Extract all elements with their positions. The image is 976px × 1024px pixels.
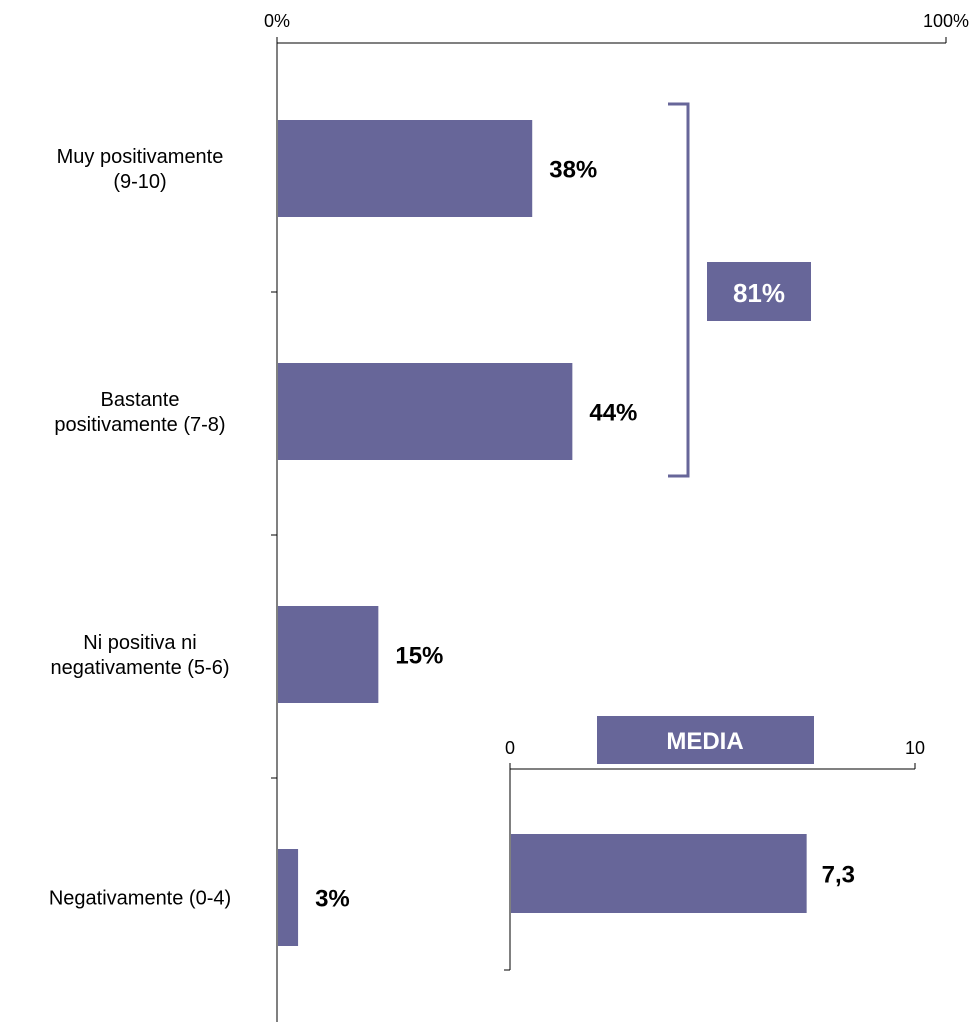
category-label-line: Bastante xyxy=(101,389,180,411)
category-label-line: Ni positiva ni xyxy=(83,632,196,654)
sum-bracket xyxy=(668,102,690,478)
bar xyxy=(278,606,379,703)
media-title: MEDIA xyxy=(666,728,743,755)
category-label-line: Muy positivamente xyxy=(57,146,224,168)
bar xyxy=(278,120,533,217)
category-label-line: positivamente (7-8) xyxy=(54,414,225,436)
category-label: Negativamente (0-4) xyxy=(49,888,231,910)
category-label-line: Negativamente (0-4) xyxy=(49,888,231,910)
main-chart: 0% 100% Muy positivamente (9-10) Bastante p… xyxy=(49,11,969,1022)
main-tick-label-max: 100% xyxy=(923,11,969,31)
bar xyxy=(278,363,573,460)
sum-badge-label: 81% xyxy=(733,278,785,308)
value-label: 38% xyxy=(549,157,597,184)
category-label-line: (9-10) xyxy=(113,171,166,193)
media-title-badge xyxy=(597,716,814,764)
category-label: Bastante positivamente (7-8) xyxy=(54,389,225,436)
bar xyxy=(278,849,299,946)
media-chart: MEDIA 0 10 7,3 xyxy=(504,716,925,971)
sum-badge xyxy=(707,262,811,321)
value-label: 15% xyxy=(395,643,443,670)
category-label-line: negativamente (5-6) xyxy=(51,657,230,679)
media-tick-label-min: 0 xyxy=(505,738,515,758)
media-tick-label-max: 10 xyxy=(905,738,925,758)
main-tick-label-min: 0% xyxy=(264,11,290,31)
category-label: Muy positivamente (9-10) xyxy=(57,146,224,193)
value-label: 44% xyxy=(589,400,637,427)
media-bar xyxy=(511,834,807,913)
media-value-label: 7,3 xyxy=(822,862,855,889)
category-label: Ni positiva ni negativamente (5-6) xyxy=(51,632,230,679)
value-label: 3% xyxy=(315,886,350,913)
